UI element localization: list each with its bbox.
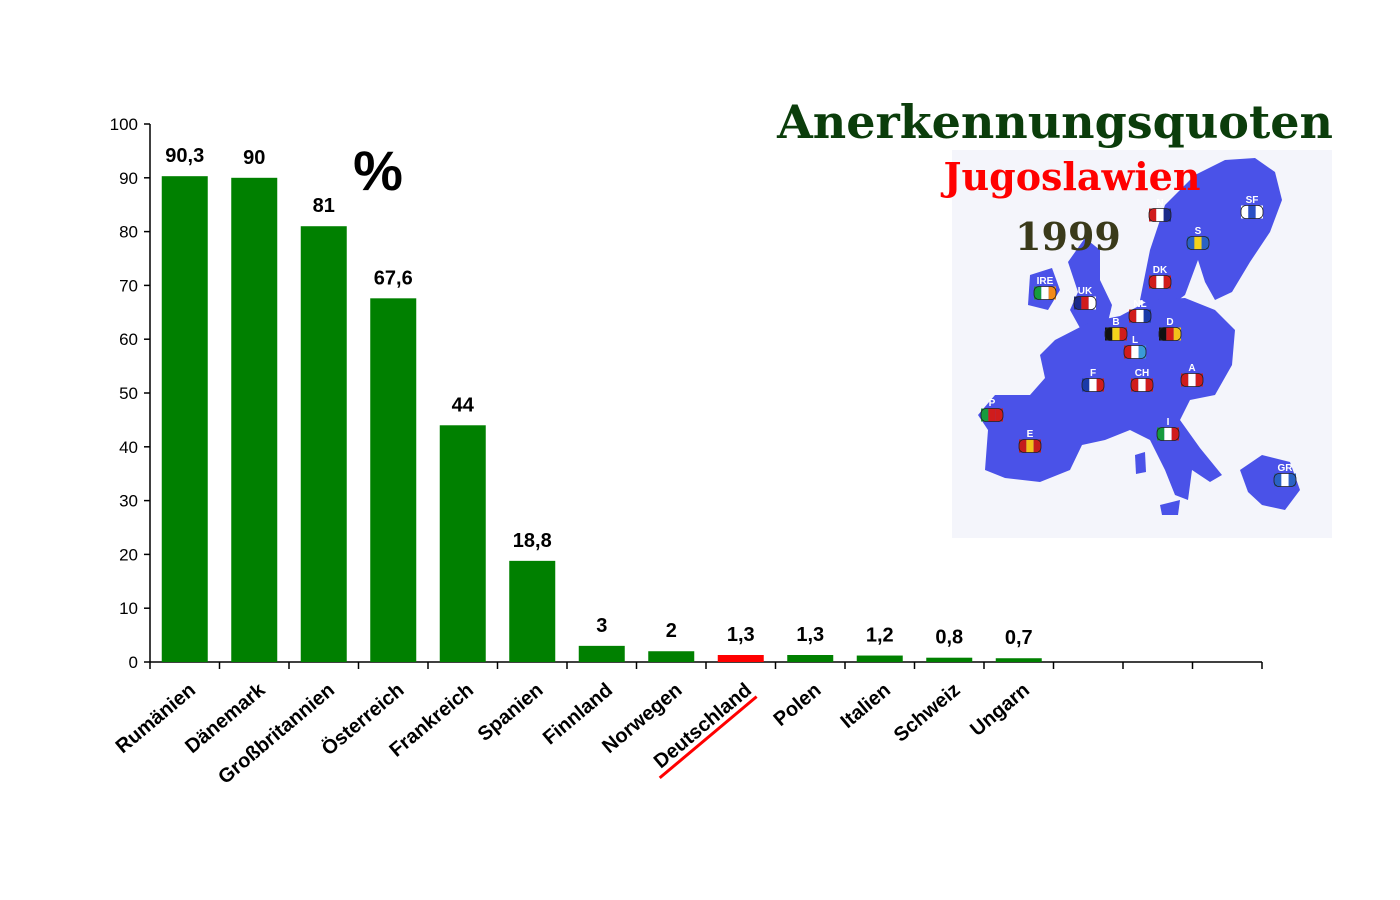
flag-label: E (1027, 429, 1034, 440)
category-label-2: Großbritannien (214, 679, 339, 789)
bar-4 (439, 425, 486, 662)
chart-year: 1999 (1015, 214, 1121, 259)
chart-title: Anerkennungsquoten (776, 95, 1333, 149)
data-label-3: 67,6 (374, 267, 413, 289)
data-label-11: 0,8 (935, 627, 963, 649)
flag-label: CH (1135, 368, 1149, 379)
flag-dk: DK (1148, 265, 1172, 289)
flag-label: UK (1078, 286, 1093, 297)
bars (161, 176, 1042, 663)
flag-label: L (1132, 335, 1138, 346)
flag-n: N (1148, 198, 1172, 222)
bar-3 (370, 298, 417, 662)
y-tick-label: 80 (119, 223, 138, 242)
flag-gr: GR (1273, 463, 1297, 487)
flag-label: N (1156, 198, 1163, 209)
flag-i: I (1156, 417, 1180, 441)
y-axis: 0 10 20 30 40 50 60 70 80 90 100 (110, 115, 151, 672)
bar-2 (300, 226, 347, 662)
flag-l: L (1123, 335, 1147, 359)
bar-7 (648, 651, 695, 662)
flag-e: E (1018, 429, 1042, 453)
flag-ch: CH (1130, 368, 1154, 392)
data-label-5: 18,8 (513, 530, 552, 552)
map-scandinavia (1140, 158, 1282, 310)
flag-label: S (1195, 226, 1202, 237)
map-continent (978, 298, 1235, 500)
flag-label: NL (1133, 299, 1146, 310)
unit-label: % (353, 139, 403, 202)
y-tick-label: 60 (119, 330, 138, 349)
bar-0 (161, 176, 208, 662)
bar-11 (926, 657, 973, 662)
flag-label: GR (1278, 463, 1294, 474)
y-tick-label: 50 (119, 384, 138, 403)
data-label-10: 1,2 (866, 625, 894, 647)
bar-9 (787, 655, 834, 662)
category-labels: RumänienDänemarkGroßbritannienÖsterreich… (112, 678, 1034, 788)
data-label-2: 81 (313, 195, 335, 217)
flag-label: F (1090, 368, 1096, 379)
chart-subtitle: Jugoslawien (941, 154, 1201, 199)
flag-sf: SF (1240, 195, 1264, 219)
flag-ire: IRE (1033, 276, 1057, 300)
flag-uk: UK (1073, 286, 1097, 310)
y-tick-label: 0 (129, 653, 138, 672)
flag-label: P (989, 398, 996, 409)
flag-nl: NL (1128, 299, 1152, 323)
flag-d: D (1158, 317, 1182, 341)
flag-label: IRE (1037, 276, 1054, 287)
x-axis (149, 661, 1263, 669)
data-label-1: 90 (243, 147, 265, 169)
flag-f: F (1081, 368, 1105, 392)
data-label-4: 44 (452, 394, 475, 416)
flag-label: SF (1246, 195, 1259, 206)
bar-8 (717, 655, 764, 662)
data-label-8: 1,3 (727, 624, 755, 646)
category-label-9: Polen (770, 679, 826, 731)
bar-12 (995, 658, 1042, 662)
y-tick-label: 10 (119, 599, 138, 618)
y-tick-label: 30 (119, 492, 138, 511)
europe-map: N SF S DK IRE UK NL B D L F CH A P E I GR (952, 150, 1332, 538)
data-label-0: 90,3 (165, 145, 204, 167)
y-tick-label: 40 (119, 438, 138, 457)
data-labels: 90,3 90 81 67,6 44 18,8 3 2 1,3 1,3 1,2 0,8 0,7 (165, 145, 1032, 649)
category-label-11: Schweiz (890, 679, 965, 747)
map-flags: N SF S DK IRE UK NL B D L F CH A P E I GR (980, 195, 1297, 487)
flag-s: S (1186, 226, 1210, 250)
data-label-9: 1,3 (796, 624, 824, 646)
category-label-10: Italien (837, 679, 895, 733)
flag-label: DK (1153, 265, 1168, 276)
flag-label: I (1167, 417, 1170, 428)
map-sardinia (1135, 452, 1146, 474)
flag-label: D (1166, 317, 1173, 328)
bar-6 (578, 645, 625, 662)
y-tick-label: 70 (119, 276, 138, 295)
data-label-7: 2 (666, 620, 677, 642)
category-label-5: Spanien (474, 679, 548, 746)
flag-label: A (1188, 363, 1195, 374)
map-greece (1240, 455, 1300, 510)
flag-a: A (1180, 363, 1204, 387)
flag-label: B (1112, 317, 1119, 328)
bar-10 (856, 655, 903, 662)
flag-b: B (1104, 317, 1128, 341)
flag-p: P (980, 398, 1004, 422)
highlight-underline (658, 695, 758, 780)
category-label-12: Ungarn (966, 679, 1034, 741)
data-label-12: 0,7 (1005, 627, 1033, 649)
y-tick-label: 90 (119, 169, 138, 188)
y-tick-label: 100 (110, 115, 138, 134)
y-tick-label: 20 (119, 545, 138, 564)
bar-1 (231, 177, 278, 663)
bar-5 (509, 560, 556, 662)
data-label-6: 3 (596, 615, 607, 637)
map-sicily (1160, 500, 1180, 515)
